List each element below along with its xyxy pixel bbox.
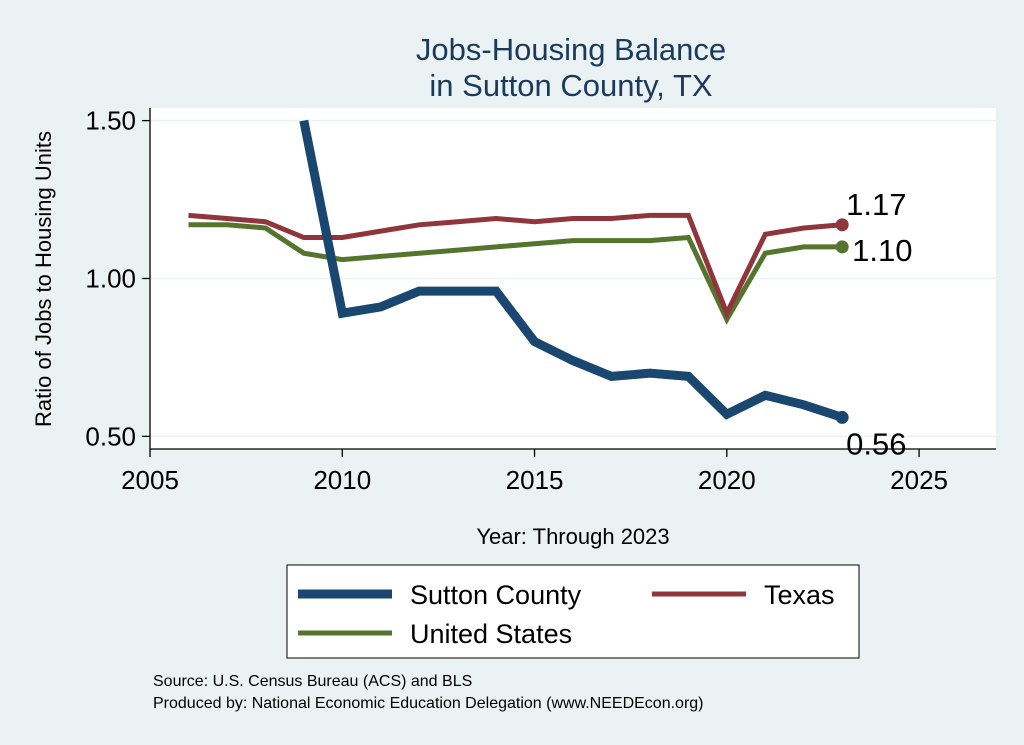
chart-title-line-1: Jobs-Housing Balance	[416, 32, 726, 67]
y-tick-label: 0.50	[85, 421, 136, 451]
y-tick-label: 1.00	[85, 264, 136, 294]
legend-label-united-states: United States	[410, 619, 572, 649]
x-tick-label: 2010	[313, 465, 371, 495]
legend-box	[286, 564, 860, 659]
legend-label-texas: Texas	[764, 580, 835, 610]
legend: Sutton County Texas United States	[286, 564, 860, 659]
y-axis-title: Ratio of Jobs to Housing Units	[31, 131, 56, 427]
chart-title-line-2: in Sutton County, TX	[429, 68, 713, 103]
end-marker-sutton-county	[835, 410, 849, 424]
end-marker-texas	[835, 218, 849, 232]
legend-label-sutton-county: Sutton County	[410, 580, 582, 610]
x-axis-title: Year: Through 2023	[476, 524, 669, 549]
x-tick-label: 2025	[890, 465, 948, 495]
end-label-texas: 1.17	[846, 187, 906, 222]
producer-note: Produced by: National Economic Education…	[153, 695, 704, 712]
series-line-texas	[188, 212, 843, 320]
series-line-sutton-county	[299, 119, 844, 422]
series-lines: 0.56 1.17 1.10	[188, 119, 913, 461]
source-note: Source: U.S. Census Bureau (ACS) and BLS	[153, 673, 472, 690]
x-tick-label: 2020	[698, 465, 756, 495]
grid-lines	[150, 119, 996, 438]
x-tick-label: 2015	[506, 465, 564, 495]
series-line-united-states	[188, 222, 843, 325]
end-label-sutton-county: 0.56	[846, 426, 906, 461]
y-tick-label: 1.50	[85, 106, 136, 136]
end-label-united-states: 1.10	[852, 233, 912, 268]
x-tick-label: 2005	[121, 465, 179, 495]
axis-ticks: 0.50 1.00 1.50 2005 2010 2015 2020 2025	[85, 106, 948, 495]
end-marker-united-states	[835, 240, 849, 254]
